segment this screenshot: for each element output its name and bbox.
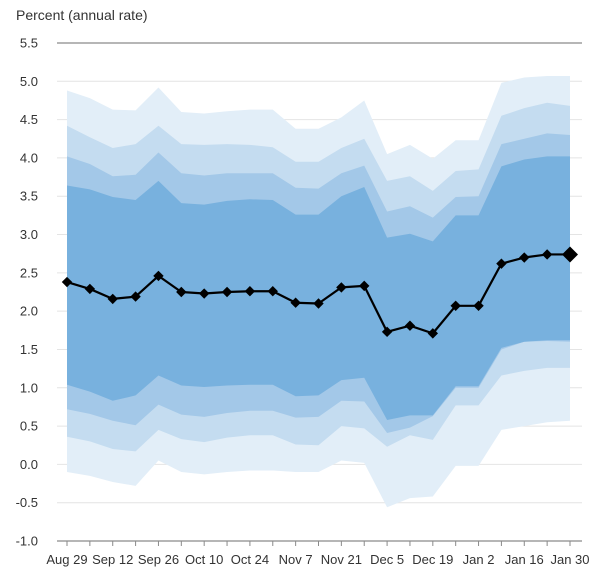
x-tick-label: Sep 12 — [92, 552, 133, 567]
data-point-marker — [381, 326, 393, 338]
x-tick-label: Jan 2 — [463, 552, 495, 567]
y-tick-label: 3.0 — [20, 227, 38, 242]
band-layer — [67, 75, 570, 508]
x-tick-labels: Aug 29 Sep 12 Sep 26 Oct 10 Oct 24 Nov 7 Nov 2… — [46, 552, 589, 567]
y-axis-label: Percent (annual rate) — [16, 7, 148, 23]
data-point-marker — [290, 297, 301, 308]
data-point-marker — [130, 291, 141, 302]
y-tick-label: 1.0 — [20, 380, 38, 395]
line-layer — [61, 246, 578, 339]
y-tick-label: 1.5 — [20, 342, 38, 357]
data-point-marker — [336, 282, 347, 293]
y-tick-label: 0.5 — [20, 419, 38, 434]
y-tick-label: 4.0 — [20, 150, 38, 165]
x-tick-label: Jan 16 — [505, 552, 544, 567]
data-point-marker — [359, 280, 370, 292]
confidence-band-4 — [67, 156, 570, 420]
x-tick-label: Nov 21 — [321, 552, 362, 567]
y-tick-label: 2.0 — [20, 304, 38, 319]
y-tick-label: 4.5 — [20, 112, 38, 127]
latest-point-marker — [562, 246, 578, 263]
x-tick-label: Sep 26 — [138, 552, 179, 567]
axis-layer — [57, 540, 582, 546]
x-tick-label: Aug 29 — [46, 552, 87, 567]
y-tick-label: 2.5 — [20, 265, 38, 280]
data-point-marker — [221, 286, 233, 298]
y-tick-labels: 5.5 5.0 4.5 4.0 3.5 3.0 2.5 2.0 1.5 1.0 0.5 0.0 -0.5… — [16, 36, 38, 549]
data-point-marker — [496, 258, 507, 269]
y-tick-label: -1.0 — [16, 534, 38, 549]
y-tick-label: 3.5 — [20, 189, 38, 204]
data-point-marker — [244, 286, 256, 297]
data-point-marker — [313, 298, 324, 309]
y-tick-label: 0.0 — [20, 457, 38, 472]
x-tick-label: Jan 30 — [550, 552, 589, 567]
x-tick-label: Nov 7 — [279, 552, 313, 567]
data-point-marker — [198, 288, 210, 299]
data-point-marker — [84, 283, 96, 295]
x-tick-label: Dec 19 — [412, 552, 453, 567]
data-point-marker — [450, 300, 461, 311]
data-point-marker — [176, 286, 187, 298]
data-point-marker — [427, 328, 439, 339]
x-tick-label: Dec 5 — [370, 552, 404, 567]
y-tick-label: 5.5 — [20, 36, 38, 51]
data-point-marker — [541, 249, 553, 260]
data-point-marker — [519, 252, 530, 263]
x-tick-label: Oct 10 — [185, 552, 223, 567]
data-point-marker — [107, 293, 118, 305]
y-tick-label: 5.0 — [20, 74, 38, 89]
data-point-marker — [473, 300, 484, 311]
data-point-marker — [153, 270, 164, 282]
data-point-marker — [267, 286, 278, 297]
data-point-marker — [61, 276, 73, 288]
y-tick-label: -0.5 — [16, 495, 38, 510]
data-point-marker — [404, 320, 416, 331]
x-tick-label: Oct 24 — [231, 552, 269, 567]
